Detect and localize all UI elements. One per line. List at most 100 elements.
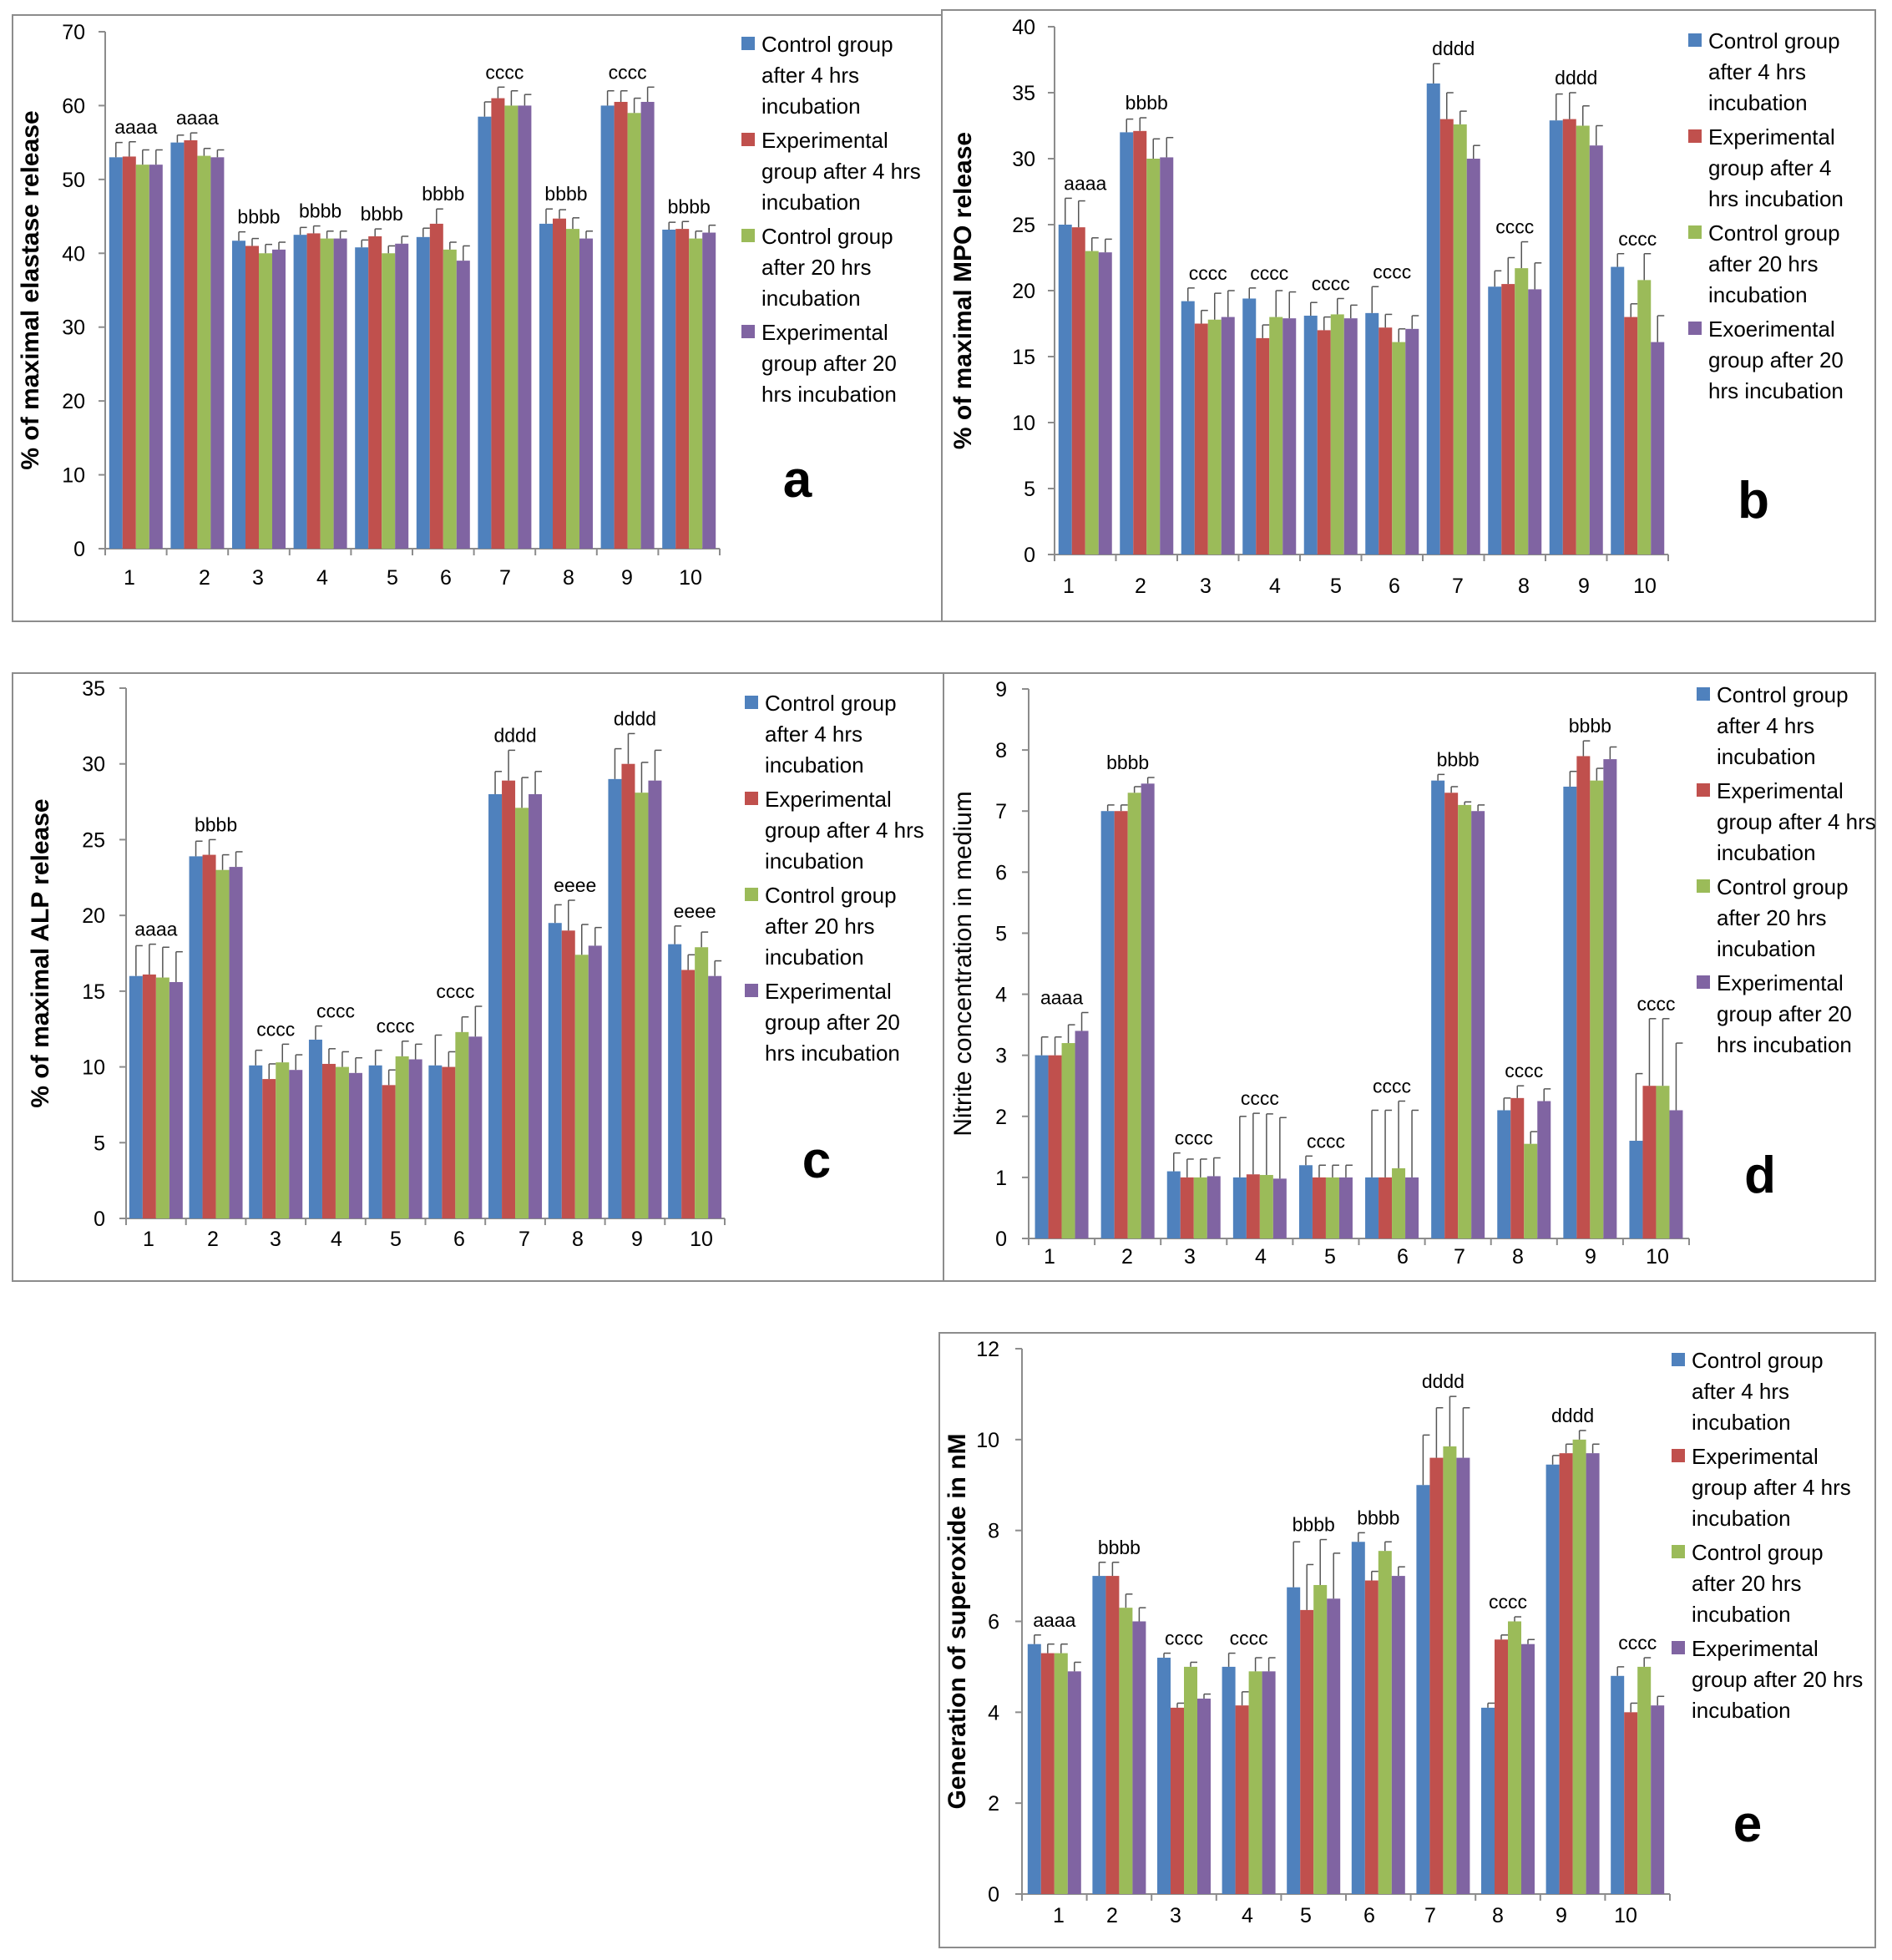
legend-entry: Control group — [765, 883, 897, 908]
legend-entry: incubation — [765, 848, 864, 874]
bar — [695, 947, 709, 1218]
bar — [502, 780, 516, 1218]
x-tick-label: 10 — [1633, 575, 1657, 598]
bar — [1563, 786, 1577, 1238]
y-tick-label: 12 — [976, 1338, 999, 1361]
bar — [1590, 780, 1604, 1238]
x-tick-label: 7 — [1424, 1904, 1436, 1927]
significance-label: aaaa — [1033, 1609, 1075, 1631]
bar — [333, 238, 347, 549]
bar — [478, 116, 492, 549]
bar — [428, 1065, 443, 1218]
legend-swatch — [1697, 975, 1710, 989]
bar — [1669, 1110, 1683, 1238]
bar — [135, 165, 149, 549]
y-tick-label: 20 — [1012, 280, 1035, 303]
legend-swatch — [1688, 33, 1702, 47]
bar — [1222, 1666, 1236, 1894]
significance-label: bbbb — [668, 195, 711, 217]
bar — [122, 156, 136, 550]
y-tick-label: 0 — [988, 1883, 999, 1907]
legend-swatch — [1672, 1353, 1685, 1366]
y-tick-label: 4 — [995, 984, 1007, 1007]
bar — [1624, 317, 1638, 555]
x-tick-label: 4 — [1242, 1904, 1253, 1927]
bar — [395, 1056, 409, 1218]
bar — [1559, 1453, 1573, 1894]
bar — [1537, 1101, 1551, 1238]
bar — [1378, 1551, 1392, 1894]
bar — [1132, 1621, 1146, 1894]
bar — [395, 243, 409, 549]
x-tick-label: 10 — [1646, 1245, 1669, 1269]
bar — [1180, 1177, 1194, 1238]
bar — [1327, 1598, 1341, 1894]
x-tick-label: 3 — [1170, 1904, 1181, 1927]
bar — [197, 155, 211, 549]
significance-label: cccc — [1230, 1628, 1268, 1649]
legend-entry: Control group — [761, 224, 893, 249]
x-tick-label: 2 — [1121, 1245, 1133, 1269]
significance-label: cccc — [1505, 1060, 1543, 1081]
chart-d: 0 1 2 3 4 5 6 7 8 9 1 2 3 4 5 6 7 8 9 10 aaaa bbbb cccc cccc ccc… — [949, 678, 1876, 1269]
bar — [1572, 1439, 1586, 1894]
bar — [210, 157, 225, 550]
legend-entry: incubation — [1708, 90, 1808, 115]
legend-entry: incubation — [765, 752, 864, 777]
bar — [249, 1065, 263, 1218]
y-axis-title: % of maximal ALP release — [27, 798, 54, 1107]
bar — [1303, 316, 1318, 555]
bar — [429, 223, 443, 549]
bar — [321, 1063, 336, 1218]
bar — [142, 974, 156, 1218]
x-tick-label: 4 — [1255, 1245, 1267, 1269]
bar — [1651, 1705, 1665, 1894]
bar — [708, 975, 722, 1218]
significance-label: bbbb — [1357, 1507, 1399, 1528]
x-tick-label: 2 — [1135, 575, 1146, 598]
bar — [1481, 1707, 1495, 1894]
x-tick-label: 1 — [1063, 575, 1075, 598]
significance-label: dddd — [614, 707, 656, 729]
bar — [1515, 268, 1529, 555]
bar — [1656, 1086, 1670, 1238]
legend-entry: Control group — [1708, 28, 1840, 53]
bar — [1562, 119, 1576, 555]
legend-entry: hrs incubation — [765, 1041, 900, 1066]
legend-entry: Control group — [765, 691, 897, 716]
bar — [1439, 119, 1454, 555]
bar — [1545, 1464, 1560, 1894]
legend-entry: incubation — [765, 945, 864, 970]
bar — [189, 856, 203, 1218]
significance-label: cccc — [377, 1015, 415, 1037]
legend-swatch — [1672, 1545, 1685, 1558]
bar — [1300, 1609, 1314, 1894]
bar — [1586, 1453, 1600, 1894]
bar — [1365, 312, 1379, 555]
bar — [1466, 159, 1480, 555]
x-tick-label: 4 — [331, 1228, 342, 1251]
bar — [504, 105, 519, 549]
legend-entry: hrs incubation — [1717, 1032, 1852, 1057]
legend-entry: hrs incubation — [1708, 378, 1844, 403]
legend-swatch — [745, 792, 758, 805]
bar — [1521, 1643, 1535, 1894]
bar — [382, 1085, 396, 1218]
bar — [1379, 327, 1393, 555]
bar — [1495, 1639, 1508, 1894]
bar — [1603, 759, 1617, 1238]
legend-swatch — [741, 133, 755, 146]
legend-swatch — [1697, 783, 1710, 797]
x-tick-label: 9 — [1556, 1904, 1567, 1927]
y-tick-label: 30 — [82, 753, 105, 777]
bar — [1054, 1653, 1068, 1894]
significance-label: cccc — [1250, 262, 1288, 284]
y-tick-label: 60 — [62, 94, 85, 118]
significance-label: cccc — [1165, 1628, 1203, 1649]
bar — [1501, 284, 1515, 555]
bar — [468, 1036, 483, 1218]
y-tick-label: 30 — [1012, 148, 1035, 171]
significance-label: eeee — [554, 874, 596, 896]
x-tick-label: 3 — [252, 566, 264, 590]
x-tick-label: 10 — [679, 566, 702, 590]
